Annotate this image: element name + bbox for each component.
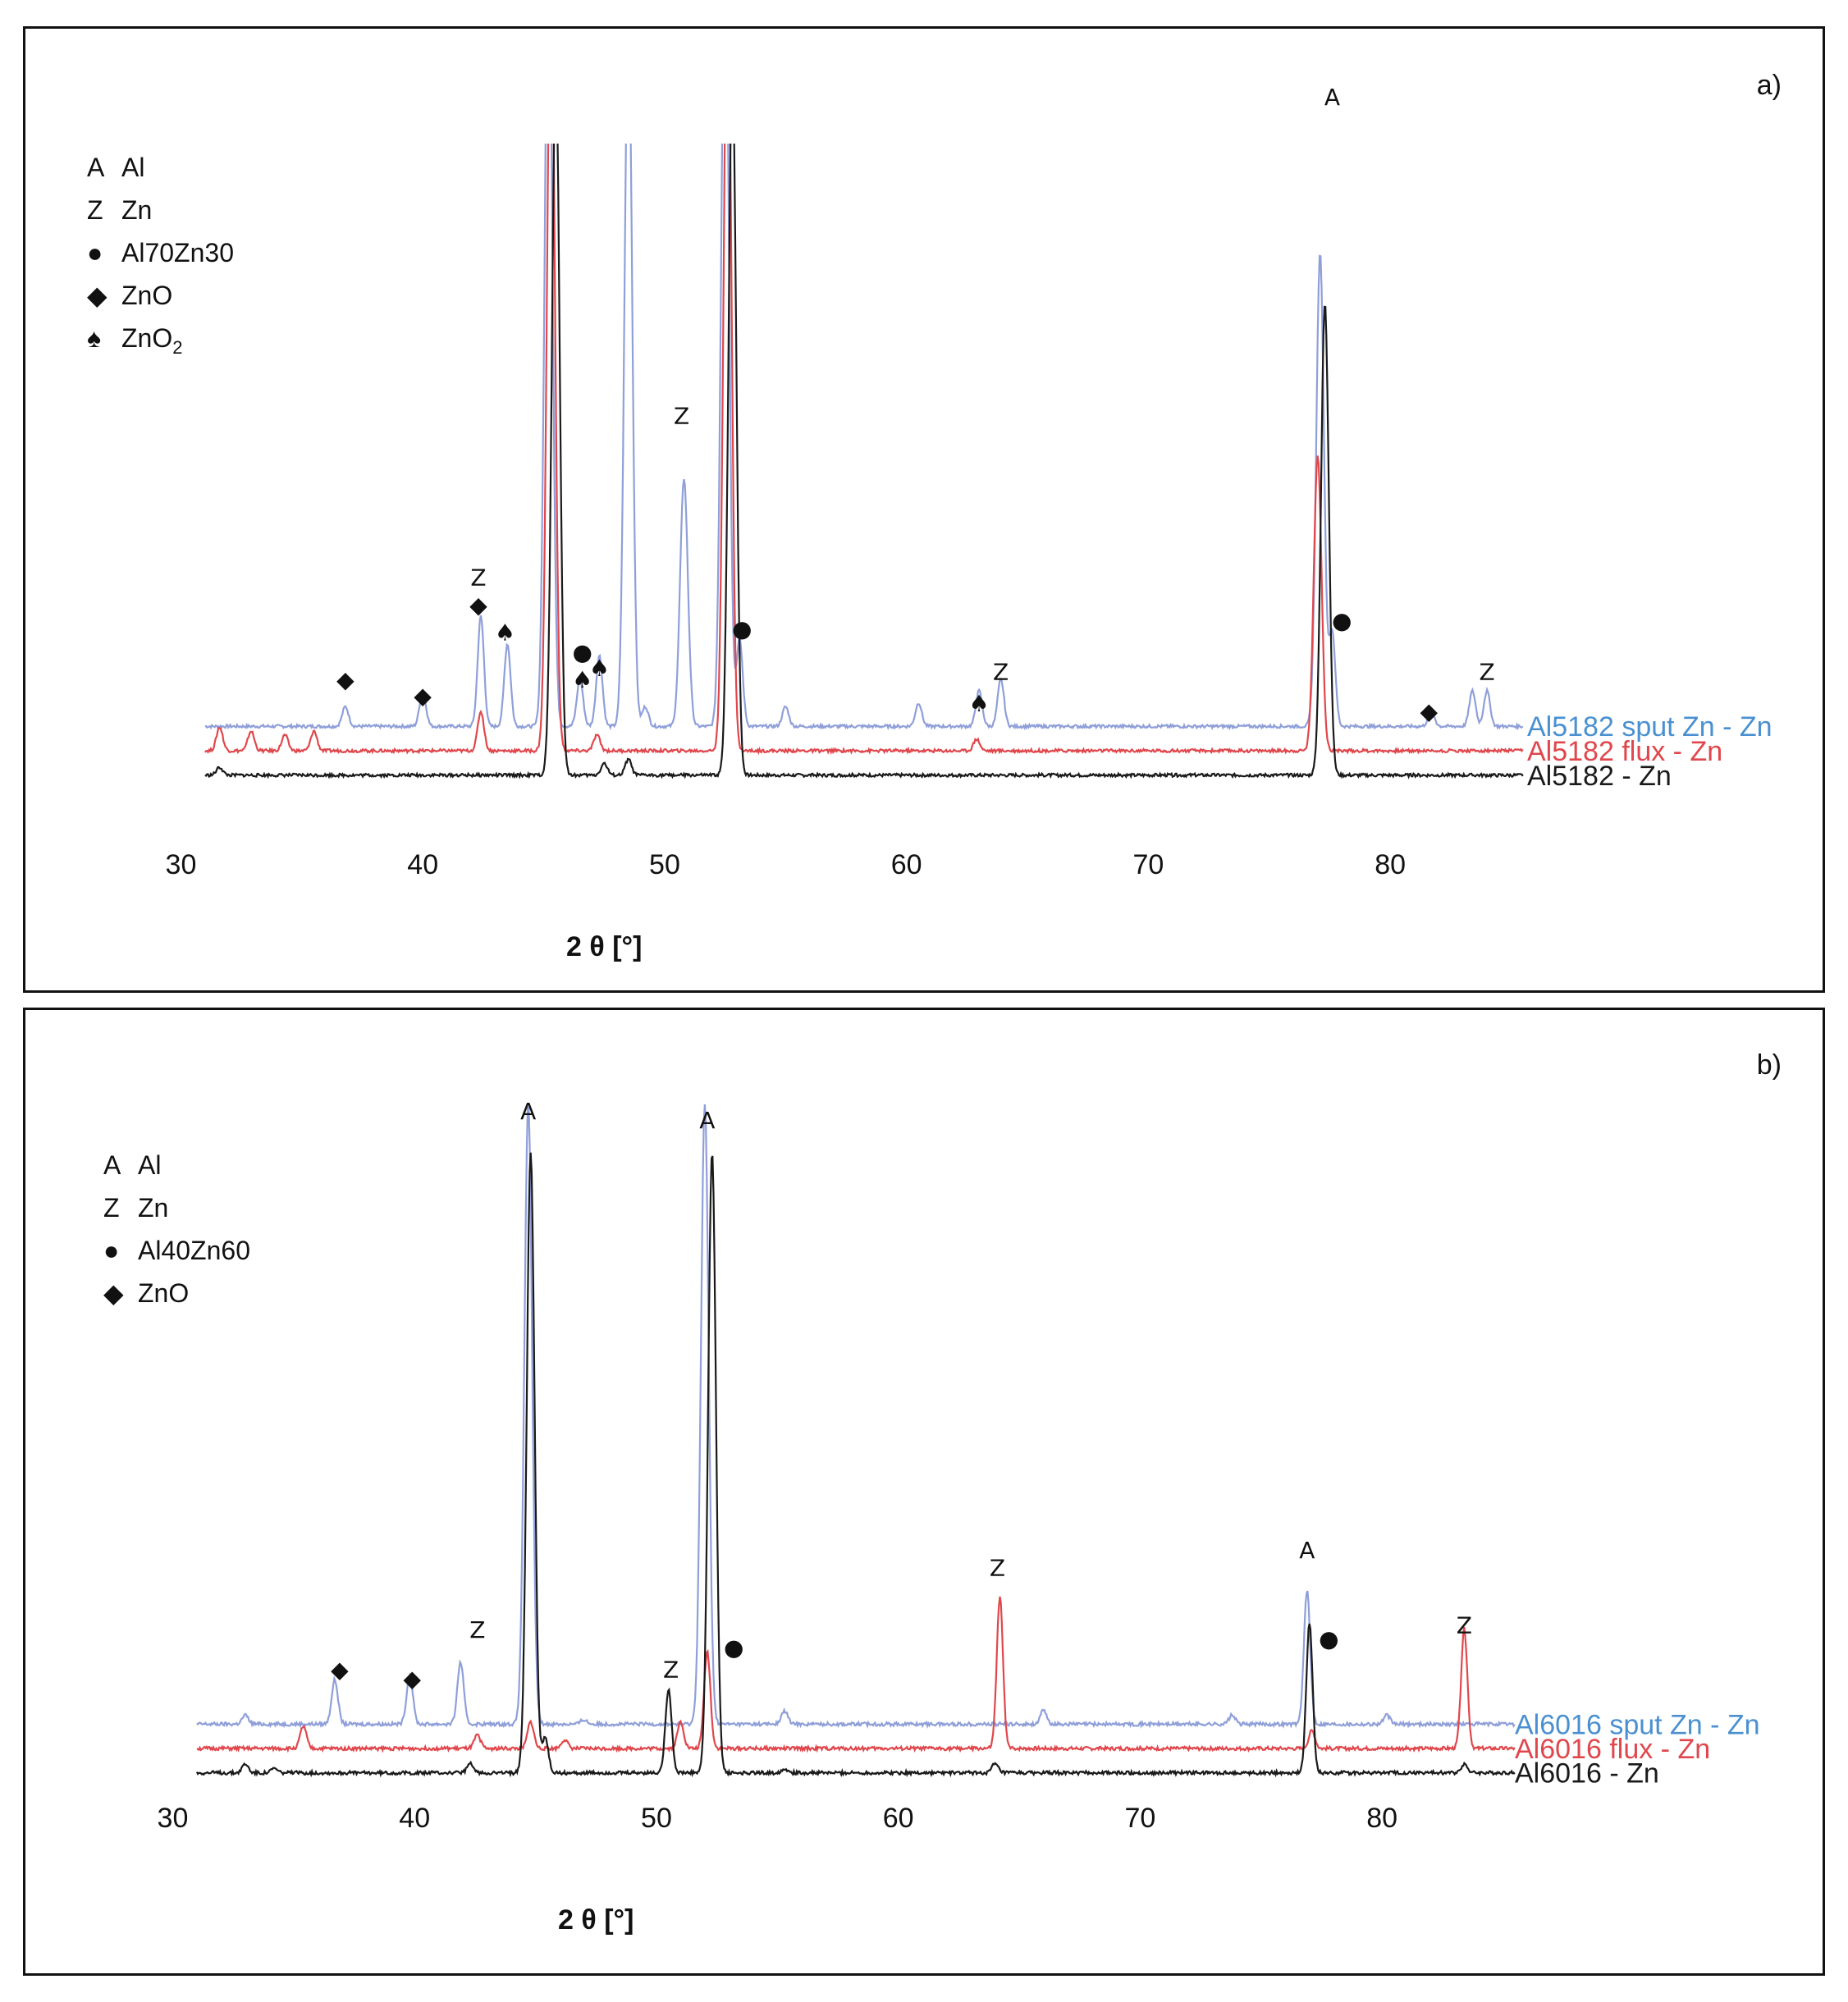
legend-text: Al	[138, 1150, 161, 1180]
series-label: Al6016 flux - Zn	[1515, 1734, 1710, 1765]
peak-annotation: Z	[990, 1554, 1005, 1581]
x-tick-label: 40	[407, 849, 438, 880]
legend-text: ZnO	[121, 281, 172, 310]
peak-annotation: Z	[1479, 659, 1494, 686]
panel-a: Al5182 sput Zn - Zn Al5182 flux - Zn Al518…	[23, 26, 1825, 993]
series-label: Al5182 sput Zn - Zn	[1527, 711, 1773, 743]
peak-annotation: ●	[1319, 1625, 1338, 1652]
legend-symbol: A	[87, 153, 105, 182]
peak-annotation: ●	[732, 615, 752, 642]
legend-symbol: Z	[87, 195, 103, 225]
peak-annotation: A	[1299, 1537, 1315, 1564]
peak-annotation: ◆	[469, 592, 487, 619]
peak-annotation: ♠	[572, 666, 592, 693]
peak-annotation: Z	[469, 1616, 485, 1643]
legend-symbol: Z	[103, 1193, 120, 1223]
panel-label: b)	[1757, 1049, 1782, 1081]
peak-annotation: Z	[1457, 1612, 1472, 1639]
peak-annotation: ◆	[331, 1657, 349, 1684]
x-tick-label: 30	[166, 849, 197, 880]
series-label: Al6016 sput Zn - Zn	[1515, 1709, 1760, 1740]
x-tick-label: 80	[1366, 1803, 1397, 1834]
peak-annotation: Z	[470, 564, 486, 591]
x-tick-label: 50	[649, 849, 680, 880]
peak-annotation: ◆	[336, 666, 355, 693]
legend-symbol: ♠	[87, 323, 101, 353]
series-line	[204, 144, 1524, 756]
x-axis-label: 2 θ [°]	[566, 931, 642, 962]
x-tick-label: 70	[1133, 849, 1164, 880]
legend-text: ZnO	[138, 1278, 189, 1308]
series-label: Al5182 - Zn	[1527, 761, 1672, 792]
legend-symbol: ●	[103, 1236, 119, 1265]
x-axis-label: 2 θ [°]	[558, 1904, 634, 1936]
peak-annotation: Z	[993, 659, 1009, 686]
legend-text: ZnO2	[121, 323, 182, 358]
peak-annotation: ◆	[414, 682, 432, 709]
series-line	[196, 1596, 1516, 1753]
series-label: Al5182 flux - Zn	[1527, 736, 1722, 767]
peak-annotation: ♠	[495, 619, 515, 647]
x-tick-label: 60	[891, 849, 922, 880]
series-label: Al6016 - Zn	[1515, 1758, 1659, 1789]
legend-text: Zn	[121, 195, 152, 225]
panel-b: Al6016 sput Zn - Zn Al6016 flux - Zn Al601…	[23, 1008, 1825, 1976]
series-line	[204, 144, 1524, 731]
x-tick-label: 40	[399, 1803, 430, 1834]
x-tick-label: 70	[1125, 1803, 1156, 1834]
legend-symbol: A	[103, 1150, 121, 1180]
peak-annotation: ◆	[403, 1665, 421, 1692]
legend-text: Al	[121, 153, 144, 182]
series-line	[195, 1152, 1516, 1778]
peak-annotation: Z	[674, 403, 689, 430]
peak-annotation: Z	[663, 1657, 679, 1684]
x-tick-label: 60	[883, 1803, 914, 1834]
legend-symbol: ◆	[103, 1278, 124, 1308]
peak-annotation: ♠	[589, 655, 610, 682]
peak-annotation: A	[1324, 84, 1340, 111]
x-tick-label: 80	[1375, 849, 1406, 880]
peak-annotation: ◆	[1420, 698, 1439, 725]
peak-annotation: ●	[573, 639, 592, 666]
panel-label: a)	[1757, 70, 1782, 101]
x-tick-label: 30	[158, 1803, 189, 1834]
peak-annotation: A	[699, 1107, 715, 1134]
legend-symbol: ◆	[87, 281, 107, 310]
legend-symbol: ●	[87, 238, 103, 267]
peak-annotation: ●	[724, 1634, 743, 1661]
series-line	[204, 144, 1524, 779]
peak-annotation: ●	[1332, 607, 1352, 634]
legend-text: Al70Zn30	[121, 238, 234, 267]
peak-annotation: ♠	[969, 690, 990, 717]
legend-text: Al40Zn60	[138, 1236, 250, 1265]
peak-annotation: A	[520, 1098, 536, 1125]
x-tick-label: 50	[641, 1803, 672, 1834]
legend-text: Zn	[138, 1193, 168, 1223]
series-line	[196, 1104, 1516, 1730]
